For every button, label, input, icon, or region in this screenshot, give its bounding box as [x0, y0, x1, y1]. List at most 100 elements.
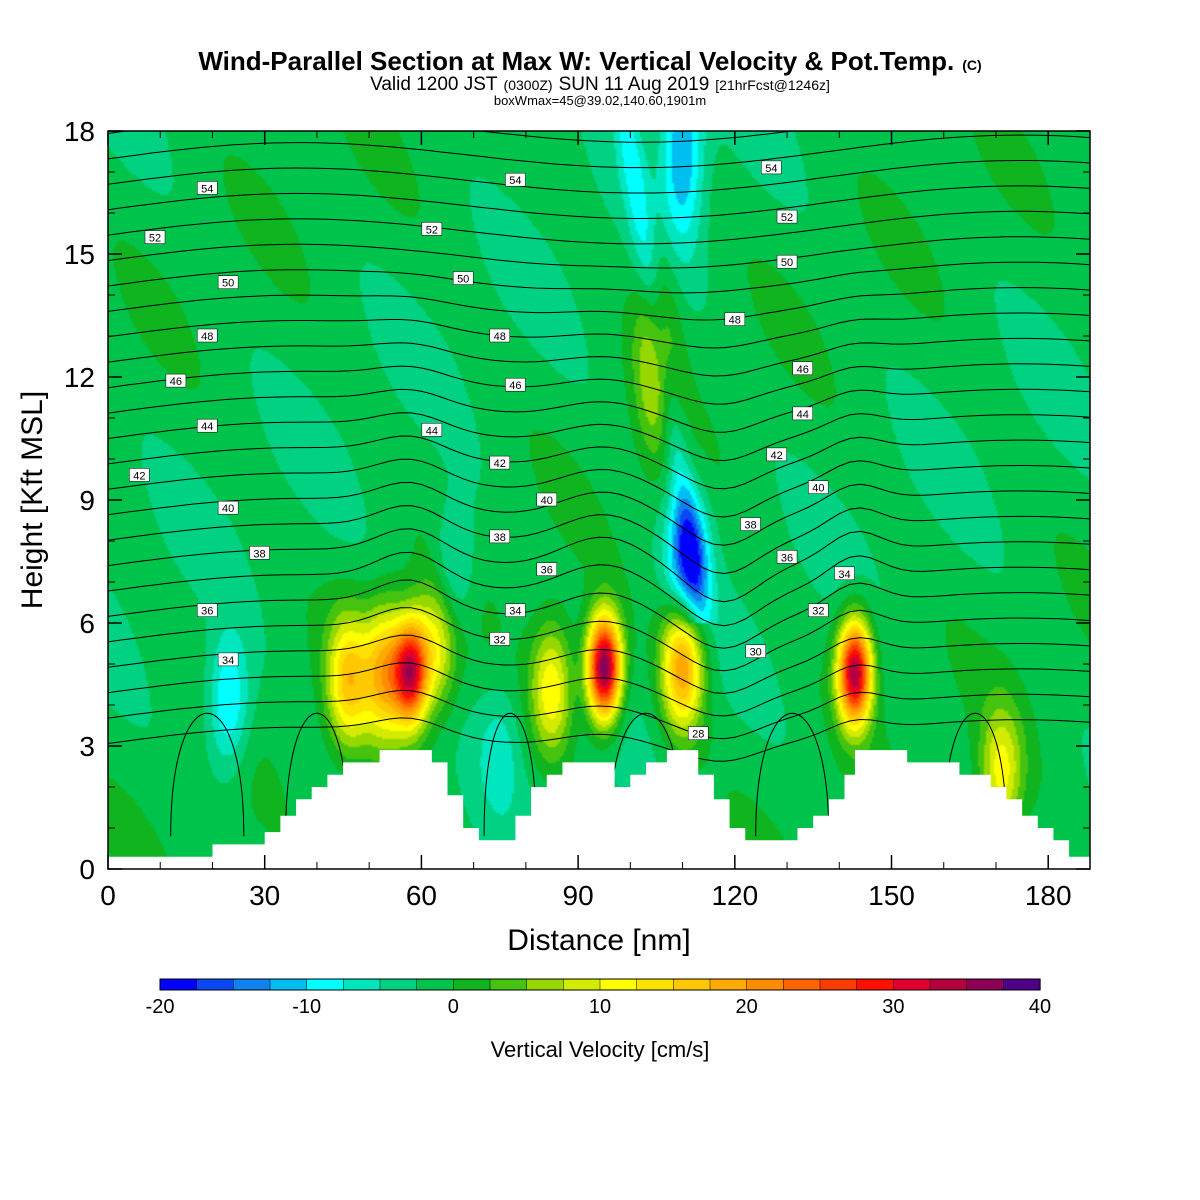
colorbar-tick-label: 10 [589, 996, 611, 1018]
x-tick-label: 90 [563, 880, 594, 911]
isentrope-labels: 54 54 54 52 52 52 50 50 50 48 48 48 46 46 46 44 44 44 42 42… [129, 160, 855, 741]
isentrope-label: 50 [217, 275, 239, 290]
colorbar-swatch [746, 978, 784, 991]
y-tick-label: 15 [64, 239, 95, 270]
isentrope-label-text: 46 [509, 380, 521, 392]
isentrope-line [483, 712, 537, 837]
isentrope-label-text: 42 [770, 450, 782, 462]
y-tick-label: 3 [79, 731, 95, 762]
colorbar-swatch [453, 978, 491, 991]
x-tick-label: 150 [868, 880, 915, 911]
isentrope-line [108, 131, 796, 143]
isentrope-label: 40 [536, 492, 558, 507]
isentrope-line [755, 712, 830, 837]
y-axis-title: Height [Kft MSL] [16, 391, 49, 609]
isentrope-label-text: 50 [222, 278, 234, 290]
x-tick-label: 0 [100, 880, 116, 911]
colorbar-swatch [929, 978, 968, 991]
isentrope-label-text: 42 [133, 470, 145, 482]
isentrope-label: 50 [776, 254, 798, 269]
isentrope-label-text: 34 [509, 606, 521, 618]
colorbar-swatch [856, 978, 894, 991]
colorbar-swatch [379, 978, 418, 991]
isentrope-line [108, 528, 1090, 603]
isentrope-label: 34 [217, 652, 239, 667]
isentrope-line [108, 337, 1090, 377]
colorbar-tick-label: 30 [882, 996, 904, 1018]
colorbar-swatch [233, 978, 271, 991]
isentrope-line [108, 505, 1090, 575]
isentrope-label-text: 34 [838, 569, 850, 581]
x-axis-title: Distance [nm] [507, 924, 690, 957]
isentrope-label-text: 32 [812, 606, 824, 618]
isentrope-label: 32 [489, 632, 511, 646]
isentrope-line [108, 717, 1090, 762]
y-tick-label: 18 [64, 116, 95, 147]
colorbar-swatch [196, 978, 234, 991]
isentrope-label: 40 [217, 500, 239, 515]
isentrope-label-text: 38 [494, 532, 506, 544]
isentrope-label: 42 [129, 468, 150, 482]
isentrope-label: 54 [196, 181, 218, 195]
x-tick-label: 180 [1025, 880, 1072, 911]
vertical-velocity-field [108, 131, 1090, 869]
isentrope-label-text: 38 [253, 548, 265, 560]
colorbar-swatch [783, 978, 821, 991]
colorbar-swatch [269, 978, 308, 991]
colorbar-tick-label: 20 [736, 996, 758, 1018]
colorbar-swatch [893, 978, 931, 991]
isentrope-label: 48 [489, 328, 511, 343]
isentrope-label: 36 [776, 550, 798, 564]
isentrope-label-text: 52 [781, 212, 793, 224]
isentrope-line [108, 634, 1090, 694]
isentrope-label: 48 [724, 312, 746, 327]
isentrope-line [108, 185, 1090, 220]
isentrope-label: 32 [808, 603, 829, 618]
colorbar-title: Vertical Velocity [cm/s] [491, 1037, 710, 1062]
isentrope-label-text: 44 [797, 409, 809, 421]
isentrope-line [108, 458, 1090, 518]
isentrope-label-text: 34 [222, 655, 234, 667]
y-tick-label: 12 [64, 362, 95, 393]
isentrope-line [108, 388, 1090, 433]
colorbar-swatch [636, 978, 674, 991]
isentrope-label-text: 28 [692, 729, 704, 741]
isentrope-label-text: 48 [494, 331, 506, 343]
isentrope-line [108, 134, 1090, 169]
isentrope-label-text: 48 [201, 331, 213, 343]
isentrope-label: 54 [505, 172, 526, 187]
chart-subtitle: Valid 1200 JST (0300Z) SUN 11 Aug 2019 [21h… [370, 74, 830, 95]
colorbar-frame [159, 978, 1041, 991]
isentrope-label: 36 [536, 562, 558, 577]
isentrope-line [108, 210, 1090, 245]
isentrope-label: 46 [165, 373, 187, 388]
isentrope-label: 50 [452, 271, 474, 286]
isentrope-line [170, 712, 245, 837]
isentrope-line [108, 607, 1090, 672]
colorbar-swatch [159, 978, 198, 991]
plot-area: 54 54 54 52 52 52 50 50 50 48 48 48 46 46 46 44 44 44 42 42… [108, 131, 1090, 869]
isentrope-label: 42 [489, 455, 511, 470]
isentrope-label-text: 46 [797, 364, 809, 376]
isentrope-line [108, 412, 1090, 462]
isentrope-label: 34 [834, 566, 855, 581]
isentrope-label: 30 [745, 644, 766, 659]
isentrope-label: 36 [196, 603, 218, 618]
isentrope-label-text: 44 [426, 425, 438, 437]
y-tick-label: 9 [79, 485, 95, 516]
isentrope-line [108, 435, 1090, 490]
x-tick-label: 60 [406, 880, 437, 911]
isentrope-label-text: 36 [201, 606, 213, 618]
isentrope-label: 46 [505, 377, 526, 392]
isentrope-label-text: 54 [201, 183, 213, 195]
isentrope-label: 52 [144, 230, 166, 245]
colorbar-swatch [599, 978, 638, 991]
colorbar-swatch [416, 978, 454, 991]
colorbar-swatch [819, 978, 858, 991]
x-tick-label: 120 [711, 880, 758, 911]
isentrope-label-text: 52 [426, 224, 438, 236]
isentrope-label-text: 50 [457, 274, 469, 286]
isentrope-label: 40 [808, 480, 829, 495]
isentrope-label-text: 32 [494, 634, 506, 646]
